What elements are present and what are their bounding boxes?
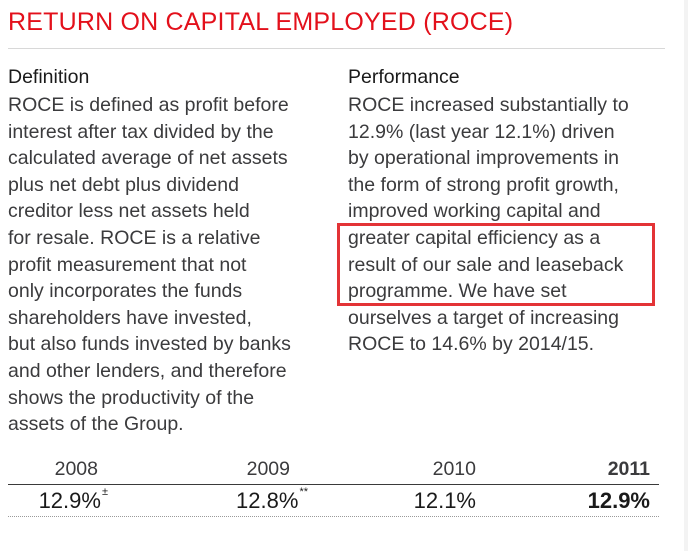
- definition-column: Definition ROCE is defined as profit bef…: [8, 66, 330, 438]
- definition-line: only incorporates the funds: [8, 280, 243, 303]
- performance-line: ROCE increased substantially to: [348, 94, 629, 116]
- definition-line: plus net debt plus dividend: [8, 173, 239, 196]
- performance-line: ROCE to 14.6% by 2014/15.: [348, 333, 595, 356]
- table-bottom-divider: [8, 516, 659, 517]
- performance-line: greater capital efficiency as a: [348, 226, 601, 249]
- performance-line: result of our sale and leaseback: [348, 253, 624, 276]
- performance-heading: Performance: [348, 66, 460, 88]
- definition-line: profit measurement that not: [8, 253, 247, 276]
- definition-line: creditor less net assets held: [8, 200, 250, 223]
- performance-line: ourselves a target of increasing: [348, 306, 619, 329]
- section-title: RETURN ON CAPITAL EMPLOYED (ROCE): [8, 8, 514, 36]
- roce-value-row: 12.9%± 12.8%** 12.1% 12.9%: [0, 486, 688, 514]
- performance-line: the form of strong profit growth,: [348, 173, 619, 196]
- performance-column: Performance ROCE increased substantially…: [348, 66, 668, 358]
- definition-line: ROCE is defined as profit before: [8, 94, 289, 116]
- performance-line: 12.9% (last year 12.1%) driven: [348, 120, 615, 143]
- definition-line: assets of the Group.: [8, 413, 184, 436]
- page-edge: [684, 0, 688, 551]
- performance-line: programme. We have set: [348, 280, 567, 303]
- definition-line: shows the productivity of the: [8, 386, 255, 409]
- roce-value-current: 12.9%: [587, 488, 650, 513]
- year-label: 2008: [54, 458, 98, 480]
- performance-line: by operational improvements in: [348, 147, 619, 170]
- roce-value: 12.1%: [413, 488, 476, 513]
- year-label: 2010: [432, 458, 476, 480]
- definition-line: shareholders have invested,: [8, 306, 252, 329]
- year-label: 2009: [246, 458, 290, 480]
- year-header-row: 2008 2009 2010 2011: [0, 458, 688, 482]
- roce-value: 12.8%**: [236, 486, 308, 513]
- title-divider: [8, 48, 665, 49]
- definition-heading: Definition: [8, 66, 90, 88]
- definition-line: calculated average of net assets: [8, 147, 288, 170]
- roce-value: 12.9%±: [38, 486, 108, 513]
- footnote-mark: **: [299, 486, 308, 498]
- definition-line: for resale. ROCE is a relative: [8, 226, 261, 249]
- footnote-mark: ±: [101, 486, 108, 498]
- definition-line: and other lenders, and therefore: [8, 359, 287, 382]
- performance-line: improved working capital and: [348, 200, 601, 223]
- year-label-current: 2011: [607, 458, 650, 480]
- definition-line: interest after tax divided by the: [8, 120, 274, 143]
- table-divider: [8, 484, 659, 485]
- highlight-annotation-box: [337, 223, 655, 306]
- definition-line: but also funds invested by banks: [8, 333, 291, 356]
